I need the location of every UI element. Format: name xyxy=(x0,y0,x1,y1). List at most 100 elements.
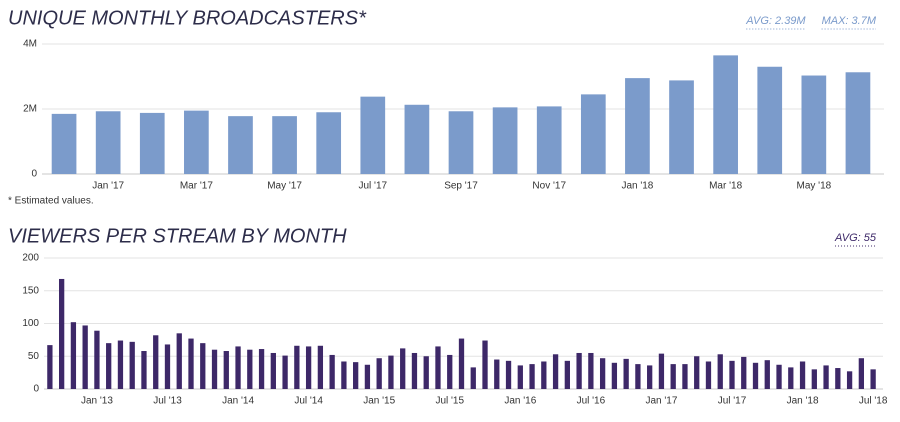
chart-title: UNIQUE MONTHLY BROADCASTERS* xyxy=(8,7,367,29)
bar xyxy=(270,352,276,389)
bar xyxy=(184,110,209,174)
y-tick-label: 0 xyxy=(31,169,37,180)
x-tick-label: Mar '17 xyxy=(180,181,213,192)
bar xyxy=(272,116,297,174)
bar xyxy=(376,358,382,389)
bar xyxy=(776,364,782,389)
bar xyxy=(423,356,429,389)
bar xyxy=(823,365,829,389)
bar xyxy=(752,362,759,389)
x-tick-label: Mar '18 xyxy=(709,181,742,192)
bar xyxy=(482,340,488,389)
bar xyxy=(470,367,476,389)
x-tick-label: Jul '17 xyxy=(358,181,387,192)
bar xyxy=(294,345,300,389)
bar xyxy=(669,80,694,174)
bar xyxy=(757,66,783,174)
bar xyxy=(647,365,653,389)
bar xyxy=(845,72,871,174)
x-tick-label: Jan '17 xyxy=(92,181,124,192)
bar xyxy=(176,333,182,389)
bar xyxy=(705,361,712,389)
bar xyxy=(329,354,335,389)
bar xyxy=(599,358,606,389)
bar xyxy=(588,352,594,389)
y-tick-label: 100 xyxy=(22,318,39,329)
bar xyxy=(541,361,547,389)
bar xyxy=(258,349,265,389)
x-tick-label: May '17 xyxy=(267,181,302,192)
y-tick-label: 4M xyxy=(23,39,37,50)
bar xyxy=(70,322,77,389)
x-tick-label: Nov '17 xyxy=(532,181,566,192)
x-tick-label: Jan '13 xyxy=(81,396,113,407)
bar xyxy=(435,346,441,389)
bar xyxy=(576,352,582,389)
bar xyxy=(411,352,418,389)
bar xyxy=(353,362,359,389)
x-tick-label: Jul '18 xyxy=(859,396,888,407)
bar xyxy=(517,365,523,389)
bar xyxy=(95,111,121,174)
bar xyxy=(188,338,194,389)
bar xyxy=(580,94,606,174)
bar xyxy=(858,358,865,389)
bar xyxy=(51,113,77,174)
bar xyxy=(211,349,218,389)
bar xyxy=(305,346,312,389)
bar xyxy=(82,325,88,389)
bar xyxy=(400,348,406,389)
bar xyxy=(200,343,206,389)
bar xyxy=(694,356,700,389)
summary-stat: MAX: 3.7M xyxy=(822,15,877,27)
bar xyxy=(94,330,100,389)
x-tick-label: Jul '15 xyxy=(435,396,464,407)
bar xyxy=(47,345,53,389)
x-tick-label: Jan '18 xyxy=(787,396,819,407)
bar xyxy=(129,341,135,389)
bar xyxy=(364,364,371,389)
bar xyxy=(788,367,794,389)
bar xyxy=(447,354,453,389)
x-tick-label: Jan '16 xyxy=(504,396,536,407)
bar xyxy=(658,353,665,389)
x-tick-label: Jan '17 xyxy=(645,396,677,407)
bar xyxy=(494,359,500,389)
bar xyxy=(388,355,394,389)
footnote: * Estimated values. xyxy=(8,196,94,207)
y-tick-label: 0 xyxy=(33,384,39,395)
bar xyxy=(635,364,641,389)
bar xyxy=(360,96,386,174)
y-tick-label: 50 xyxy=(28,351,40,362)
bar xyxy=(552,354,559,389)
bar xyxy=(729,360,735,389)
bar xyxy=(228,116,253,174)
bar xyxy=(536,106,562,174)
y-tick-label: 150 xyxy=(22,285,39,296)
bar xyxy=(164,344,171,389)
bar xyxy=(139,112,165,174)
bar xyxy=(764,360,770,389)
bar xyxy=(717,354,723,389)
x-tick-label: Jan '15 xyxy=(363,396,395,407)
x-tick-label: Jul '13 xyxy=(153,396,182,407)
bar xyxy=(341,361,347,389)
y-tick-label: 200 xyxy=(22,253,39,264)
bar xyxy=(835,368,841,389)
bar xyxy=(117,340,124,389)
y-tick-label: 2M xyxy=(23,104,37,115)
bar xyxy=(625,78,650,174)
x-tick-label: May '18 xyxy=(796,181,831,192)
bar xyxy=(448,111,474,174)
bar xyxy=(741,356,747,389)
bar xyxy=(682,364,688,389)
bar xyxy=(282,355,288,389)
bar xyxy=(670,364,676,389)
bar xyxy=(106,343,112,389)
bar xyxy=(846,371,853,389)
bar xyxy=(404,104,430,174)
bar xyxy=(141,351,147,389)
summary-stat: AVG: 2.39M xyxy=(745,15,806,27)
bar xyxy=(623,358,629,389)
bar xyxy=(801,75,827,174)
